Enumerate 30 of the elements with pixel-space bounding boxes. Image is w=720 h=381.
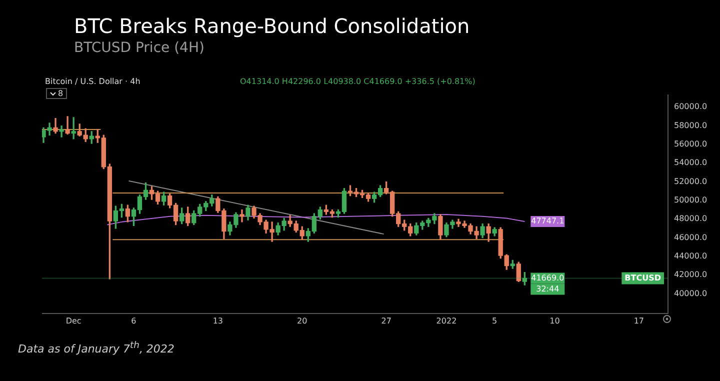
y-tick-label: 56000.0 bbox=[674, 140, 708, 149]
y-tick-label: 54000.0 bbox=[674, 158, 708, 168]
annotation: 32:44 bbox=[536, 284, 560, 294]
x-tick-label: 6 bbox=[131, 316, 136, 326]
y-tick-label: 40000.0 bbox=[674, 288, 708, 298]
x-tick-label: 17 bbox=[634, 316, 644, 326]
y-tick-label: 52000.0 bbox=[674, 176, 708, 186]
y-tick-label: 50000.0 bbox=[674, 196, 708, 205]
x-tick-label: 5 bbox=[492, 316, 498, 326]
y-tick-label: 46000.0 bbox=[674, 232, 708, 242]
annotation: 47747.1 bbox=[531, 216, 564, 226]
text: Bitcoin / U.S. Dollar · 4h bbox=[45, 77, 140, 86]
y-tick-label: 42000.0 bbox=[674, 270, 708, 280]
y-tick-label: 48000.0 bbox=[674, 214, 708, 224]
text: Data as of January 7$^{th}$, 2022 bbox=[18, 340, 174, 356]
text: O41314.0 H42296.0 L40938.0 C41669.0 +336.5 (+0.81%) bbox=[240, 77, 476, 86]
x-tick-label: 10 bbox=[550, 316, 560, 326]
ref-line-label: BTCUSD bbox=[624, 273, 662, 282]
x-tick-label: 27 bbox=[381, 316, 392, 326]
x-tick-label: Dec bbox=[66, 316, 82, 326]
x-tick-label: 2022 bbox=[436, 316, 457, 326]
y-tick-label: 58000.0 bbox=[674, 120, 708, 130]
annotation: 8 bbox=[58, 89, 64, 98]
annotation: 41669.0 bbox=[531, 273, 564, 282]
chart-title: BTC Breaks Range-Bound Consolidation bbox=[74, 14, 470, 38]
x-tick-label: 13 bbox=[212, 316, 224, 326]
y-tick-label: 60000.0 bbox=[674, 102, 708, 112]
chart-subtitle: BTCUSD Price (4H) bbox=[74, 40, 204, 56]
x-tick-label: 20 bbox=[297, 316, 308, 326]
y-tick-label: 44000.0 bbox=[674, 252, 708, 261]
